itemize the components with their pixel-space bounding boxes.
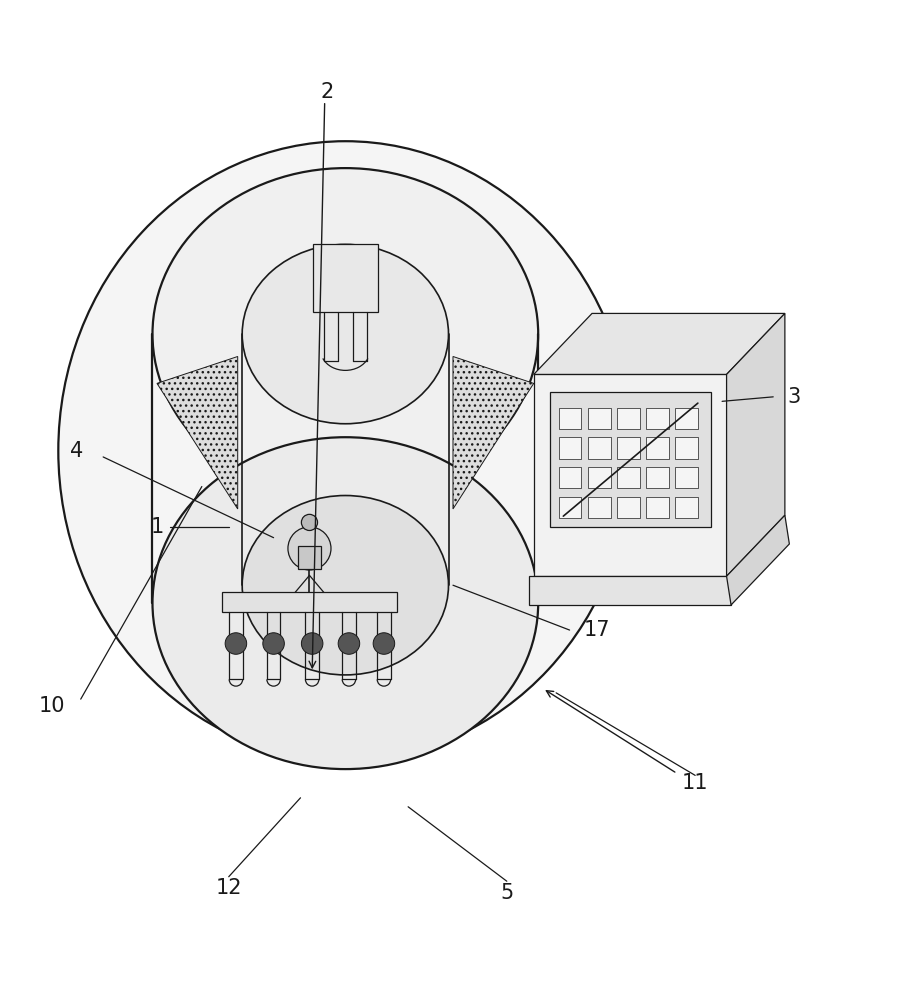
Polygon shape xyxy=(727,313,785,576)
Bar xyxy=(550,392,711,527)
Bar xyxy=(646,497,668,518)
Text: 4: 4 xyxy=(70,441,83,461)
Bar xyxy=(222,592,396,612)
Text: 2: 2 xyxy=(321,82,334,102)
Bar xyxy=(298,546,321,569)
Text: 17: 17 xyxy=(583,620,610,640)
Circle shape xyxy=(301,514,318,530)
Circle shape xyxy=(288,527,331,570)
Bar xyxy=(588,408,611,429)
Bar xyxy=(675,437,698,459)
Bar xyxy=(675,497,698,518)
Bar xyxy=(646,437,668,459)
Bar xyxy=(617,408,640,429)
Ellipse shape xyxy=(242,496,448,675)
Circle shape xyxy=(263,633,284,654)
Bar xyxy=(675,467,698,488)
Bar xyxy=(588,497,611,518)
Polygon shape xyxy=(534,313,785,374)
Bar xyxy=(559,408,581,429)
Bar xyxy=(534,374,727,576)
Circle shape xyxy=(373,633,395,654)
Polygon shape xyxy=(727,515,789,605)
Circle shape xyxy=(338,633,360,654)
Ellipse shape xyxy=(152,437,538,769)
Bar xyxy=(588,467,611,488)
Bar xyxy=(646,467,668,488)
Text: 1: 1 xyxy=(151,517,163,537)
Ellipse shape xyxy=(242,244,448,424)
Bar xyxy=(588,437,611,459)
Text: 11: 11 xyxy=(682,773,709,793)
Text: 10: 10 xyxy=(39,696,65,716)
Ellipse shape xyxy=(152,168,538,500)
Bar xyxy=(675,408,698,429)
Circle shape xyxy=(301,633,323,654)
Text: 5: 5 xyxy=(501,883,513,903)
Bar xyxy=(646,408,668,429)
Text: 12: 12 xyxy=(215,878,242,898)
Bar xyxy=(617,497,640,518)
Bar xyxy=(617,467,640,488)
Text: 3: 3 xyxy=(788,387,800,407)
Bar xyxy=(617,437,640,459)
Bar xyxy=(559,437,581,459)
Polygon shape xyxy=(157,356,238,509)
Bar xyxy=(529,576,731,605)
Bar xyxy=(313,244,378,312)
Ellipse shape xyxy=(58,141,632,760)
Polygon shape xyxy=(453,356,534,509)
Bar xyxy=(559,467,581,488)
Circle shape xyxy=(225,633,247,654)
Bar xyxy=(559,497,581,518)
